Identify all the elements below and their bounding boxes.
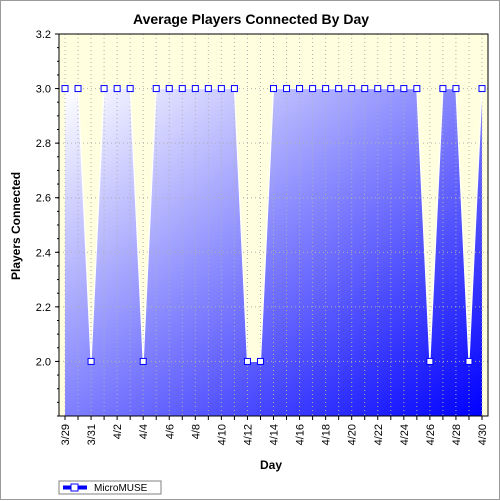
data-point — [322, 85, 330, 93]
data-point — [387, 85, 395, 93]
data-point — [465, 357, 473, 365]
y-tick-label: 2.2 — [36, 302, 51, 314]
legend-box — [58, 480, 162, 495]
data-point — [335, 85, 343, 93]
y-axis-title: Players Connected — [9, 172, 23, 280]
data-point — [361, 85, 369, 93]
data-point — [139, 357, 147, 365]
data-point — [126, 85, 134, 93]
x-tick-label: 4/16 — [295, 424, 307, 445]
y-tick-label: 3.2 — [36, 29, 51, 41]
legend-marker-swatch — [70, 483, 79, 492]
data-point — [217, 85, 225, 93]
data-point — [374, 85, 382, 93]
x-tick-label: 4/18 — [321, 424, 333, 445]
data-point — [165, 85, 173, 93]
data-point — [230, 85, 238, 93]
data-point — [204, 85, 212, 93]
x-axis-title: Day — [260, 458, 282, 472]
x-tick-label: 3/29 — [60, 424, 72, 445]
x-tick-label: 4/14 — [269, 424, 281, 445]
x-tick-label: 4/20 — [347, 424, 359, 445]
x-tick-label: 4/28 — [451, 424, 463, 445]
data-point — [100, 85, 108, 93]
data-point — [283, 85, 291, 93]
x-tick-label: 4/22 — [373, 424, 385, 445]
y-tick-label: 2.0 — [36, 356, 51, 368]
x-tick-label: 4/30 — [477, 424, 489, 445]
y-tick-label: 2.6 — [36, 193, 51, 205]
chart-title: Average Players Connected By Day — [133, 11, 369, 27]
data-point — [309, 85, 317, 93]
x-tick-label: 3/31 — [86, 424, 98, 445]
data-point — [191, 85, 199, 93]
data-point — [452, 85, 460, 93]
y-tick-label: 3.0 — [36, 84, 51, 96]
data-point — [74, 85, 82, 93]
legend-label: MicroMUSE — [94, 483, 148, 494]
x-tick-label: 4/8 — [190, 424, 202, 439]
data-point — [348, 85, 356, 93]
data-point — [256, 357, 264, 365]
x-tick-label: 4/12 — [242, 424, 254, 445]
data-point — [113, 85, 121, 93]
data-point — [478, 85, 486, 93]
data-point — [400, 85, 408, 93]
data-point — [426, 357, 434, 365]
x-tick-label: 4/2 — [112, 424, 124, 439]
data-point — [243, 357, 251, 365]
legend: MicroMUSE — [58, 480, 162, 495]
data-point — [413, 85, 421, 93]
x-tick-label: 4/10 — [216, 424, 228, 445]
x-tick-label: 4/26 — [425, 424, 437, 445]
data-point — [87, 357, 95, 365]
data-point — [61, 85, 69, 93]
y-tick-label: 2.8 — [36, 138, 51, 150]
y-tick-label: 2.4 — [36, 247, 51, 259]
x-tick-label: 4/24 — [399, 424, 411, 445]
data-point — [296, 85, 304, 93]
x-tick-label: 4/6 — [164, 424, 176, 439]
data-point — [439, 85, 447, 93]
x-tick-label: 4/4 — [138, 424, 150, 439]
data-point — [152, 85, 160, 93]
data-point — [270, 85, 277, 93]
data-point — [178, 85, 186, 93]
